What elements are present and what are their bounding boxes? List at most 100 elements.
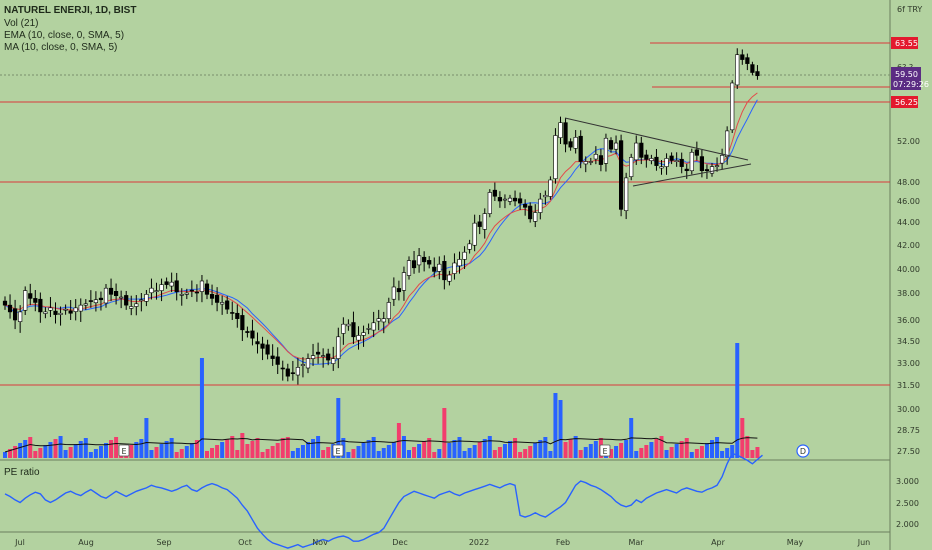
- candle-down: [68, 310, 73, 314]
- candle-down: [164, 281, 169, 285]
- volume-bar-up: [634, 451, 639, 458]
- candle-up: [199, 280, 205, 292]
- candle-down: [98, 297, 104, 301]
- volume-bar-down: [114, 437, 119, 458]
- volume-bar-up: [452, 440, 457, 458]
- volume-bar-down: [230, 436, 235, 458]
- candle-up: [664, 158, 669, 167]
- candle-up: [588, 161, 593, 163]
- volume-bar-up: [371, 437, 376, 458]
- volume-bar-down: [396, 423, 401, 458]
- price-badge-63: 63.55: [895, 39, 918, 48]
- volume-bar-up: [386, 445, 391, 458]
- volume-bar-up: [3, 452, 7, 458]
- time-axis-label: May: [787, 538, 804, 547]
- time-axis-label: Aug: [78, 538, 94, 547]
- price-axis-tick: 44.00: [897, 218, 920, 227]
- volume-bar-up: [83, 438, 88, 458]
- candle-up: [179, 294, 184, 296]
- volume-bar-up: [306, 442, 310, 458]
- volume-bar-up: [220, 442, 225, 458]
- volume-legend[interactable]: Vol (21): [4, 18, 39, 29]
- candle-down: [432, 266, 437, 272]
- volume-bar-up: [417, 444, 422, 458]
- volume-bar-up: [88, 452, 93, 458]
- pe-legend[interactable]: PE ratio: [4, 467, 40, 478]
- volume-bar-down: [285, 437, 290, 458]
- volume-bar-down: [245, 444, 250, 458]
- volume-bar-down: [250, 441, 255, 458]
- candle-down: [745, 57, 750, 64]
- volume-ma-line: [4, 437, 758, 453]
- time-axis-label: Jul: [14, 538, 25, 547]
- volume-bar-down: [351, 449, 356, 458]
- volume-bar-up: [376, 451, 381, 458]
- candle-up: [406, 260, 412, 276]
- volume-bar-up: [311, 439, 316, 458]
- time-axis-label: Apr: [711, 538, 726, 547]
- volume-bar-up: [381, 448, 386, 458]
- volume-bar-down: [38, 448, 43, 458]
- volume-bar-up: [538, 440, 543, 458]
- pe-axis-tick: 3.000: [896, 477, 919, 486]
- candle-up: [457, 259, 462, 267]
- candle-up: [43, 311, 48, 314]
- volume-bar-up: [164, 441, 169, 458]
- candle-up: [371, 322, 376, 331]
- time-axis-label: Mar: [628, 538, 644, 547]
- volume-bar-up: [159, 444, 164, 458]
- volume-bar-up: [43, 445, 48, 458]
- dividend-marker: [796, 444, 810, 458]
- volume-bar-up: [447, 443, 452, 458]
- volume-bar-down: [265, 449, 270, 458]
- pe-axis-tick: 2.500: [896, 499, 919, 508]
- volume-bar-up: [583, 447, 588, 458]
- candle-up: [346, 323, 351, 327]
- volume-bar-down: [750, 450, 755, 458]
- candle-down: [38, 298, 43, 313]
- symbol-legend[interactable]: NATUREL ENERJI, 1D, BIST: [4, 5, 137, 16]
- volume-bar-down: [194, 440, 199, 458]
- ma-legend[interactable]: MA (10, close, 0, SMA, 5): [4, 42, 118, 53]
- volume-bar-down: [497, 447, 502, 458]
- price-axis-tick: 38.00: [897, 289, 920, 298]
- candle-down: [174, 280, 179, 293]
- candle-down: [639, 142, 644, 158]
- candle-down: [255, 341, 260, 345]
- candle-down: [427, 260, 432, 265]
- volume-bar-down: [235, 450, 240, 458]
- candle-up: [93, 299, 98, 304]
- ema-legend[interactable]: EMA (10, close, 0, SMA, 5): [4, 30, 125, 41]
- volume-bar-down: [28, 437, 33, 458]
- volume-bar-down: [225, 439, 230, 458]
- volume-bar-down: [129, 445, 134, 458]
- volume-group: [3, 343, 760, 458]
- candle-down: [13, 308, 18, 321]
- candle-down: [28, 293, 33, 299]
- volume-bar-down: [280, 438, 285, 458]
- candle-down: [265, 344, 270, 355]
- candle-up: [553, 135, 558, 180]
- candle-down: [422, 256, 427, 263]
- candle-down: [396, 288, 402, 293]
- volume-bar-down: [432, 452, 437, 458]
- candle-up: [220, 302, 225, 305]
- price-badge-63-bg: [891, 37, 918, 49]
- ema-line: [4, 92, 758, 360]
- volume-bar-down: [53, 439, 58, 458]
- volume-bar-up: [93, 449, 98, 458]
- candle-up: [689, 151, 694, 172]
- volume-bar-down: [568, 439, 573, 458]
- volume-bar-up: [356, 446, 361, 458]
- volume-bar-up: [184, 446, 189, 458]
- price-axis-tick: 27.50: [897, 447, 920, 456]
- volume-bar-up: [18, 443, 23, 458]
- candle-down: [492, 189, 497, 197]
- candle-up: [437, 263, 442, 272]
- volume-bar-down: [174, 452, 179, 458]
- candle-down: [240, 315, 245, 331]
- candle-down: [477, 221, 482, 227]
- candle-down: [618, 140, 624, 210]
- volume-bar-up: [139, 439, 144, 458]
